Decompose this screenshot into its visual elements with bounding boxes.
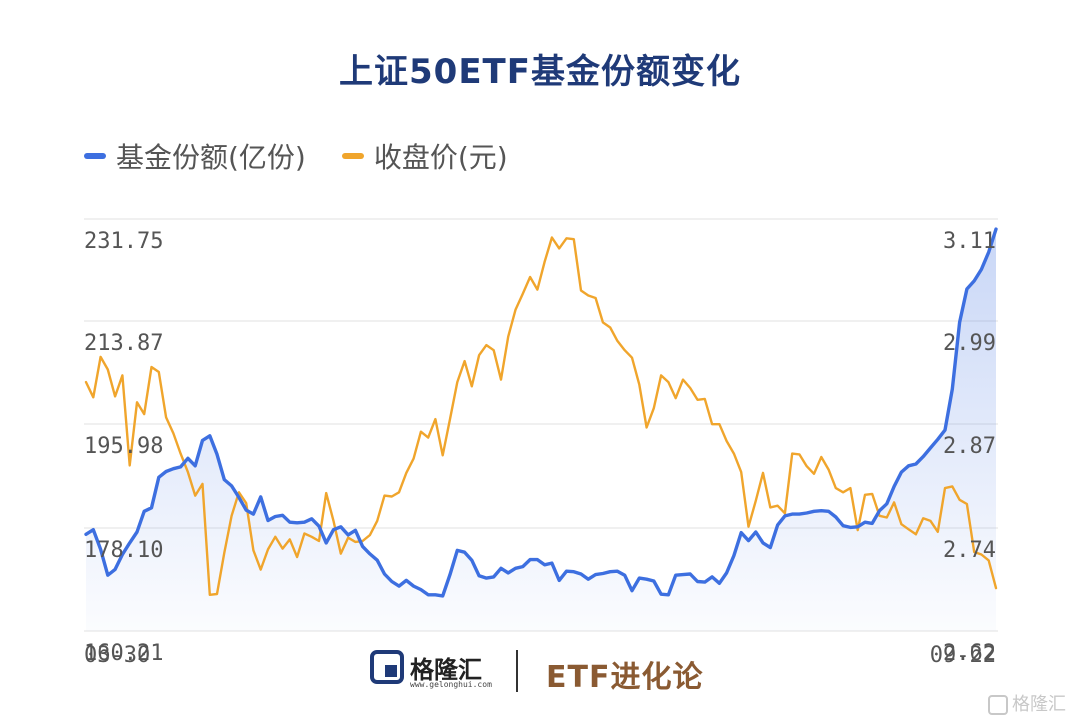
- share-area-fill: [86, 229, 996, 631]
- share-series-line: [84, 227, 998, 598]
- logo-url: www.gelonghui.com: [410, 680, 492, 689]
- y-right-tick-label: 2.87: [943, 434, 996, 459]
- x-tick-label: 09-22: [930, 643, 996, 668]
- series-lines: [84, 227, 998, 598]
- footer: 格隆汇 www.gelonghui.com ETF进化论: [0, 648, 1080, 696]
- x-tick-label: 03-30: [84, 643, 150, 668]
- legend-item-price[interactable]: 收盘价(元): [341, 136, 508, 176]
- watermark-logo-icon: [988, 695, 1008, 715]
- y-left-tick-label: 195.98: [84, 434, 163, 459]
- share-area: [86, 229, 996, 631]
- legend-label-share: 基金份额(亿份): [116, 141, 306, 174]
- legend-label-price: 收盘价(元): [373, 141, 508, 174]
- footer-divider: [516, 650, 518, 692]
- chart-title: 上证50ETF基金份额变化: [339, 52, 741, 92]
- y-right-tick-label: 2.74: [943, 538, 996, 563]
- y-right-tick-label: 2.62: [943, 641, 996, 666]
- legend-swatch-share: [84, 153, 106, 159]
- legend-item-share[interactable]: 基金份额(亿份): [84, 136, 306, 176]
- axis-ticks: 231.75 213.87 195.98 178.10 160.21 3.11 2.99 2.…: [84, 229, 996, 668]
- watermark-text: 格隆汇: [1012, 694, 1066, 715]
- y-left-tick-label: 178.10: [84, 538, 163, 563]
- legend-swatch-price: [341, 153, 364, 159]
- gelonghui-logo-icon: [370, 650, 404, 684]
- y-left-tick-label: 160.21: [84, 641, 163, 666]
- footer-brand: ETF进化论: [546, 660, 704, 695]
- legend: 基金份额(亿份) 收盘价(元): [84, 136, 544, 176]
- logo-text: 格隆汇: [410, 656, 482, 684]
- y-right-tick-label: 3.11: [943, 229, 996, 254]
- watermark: 格隆汇: [988, 690, 1066, 716]
- y-left-tick-label: 231.75: [84, 229, 163, 254]
- y-right-tick-label: 2.99: [943, 331, 996, 356]
- y-left-tick-label: 213.87: [84, 331, 163, 356]
